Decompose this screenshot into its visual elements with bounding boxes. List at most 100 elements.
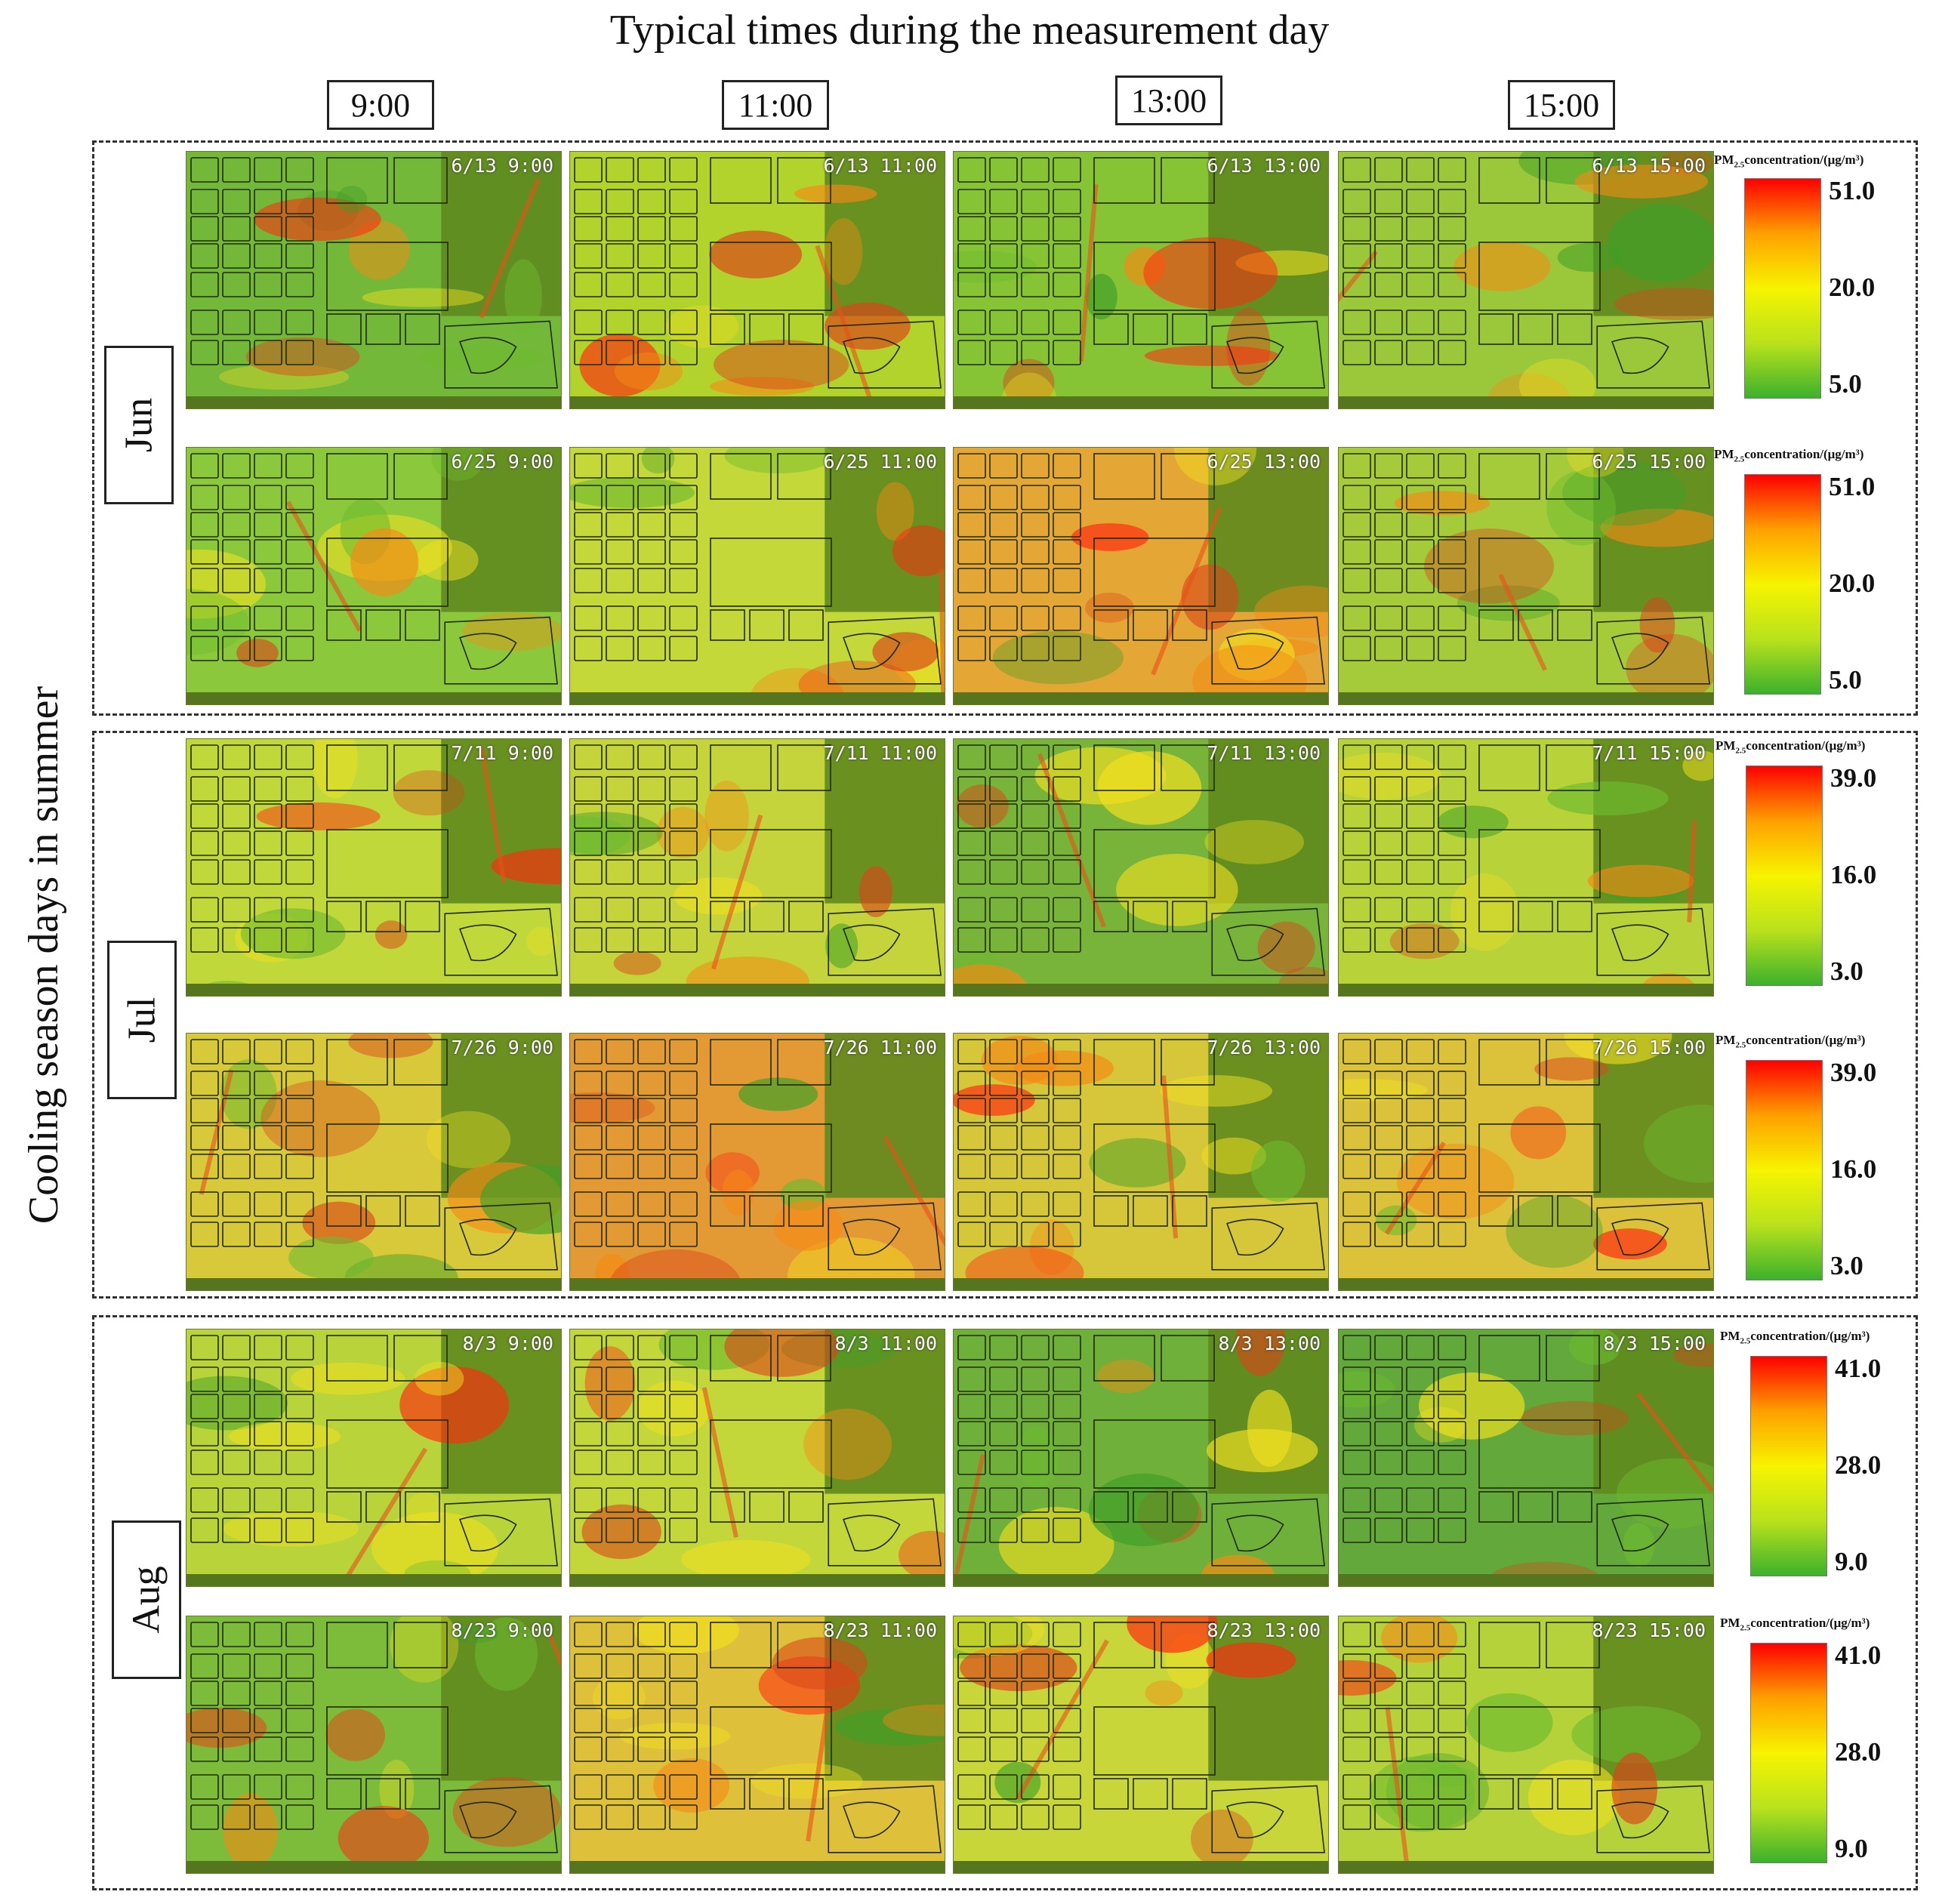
map-panel: 8/3 11:00 xyxy=(569,1329,945,1587)
building-block xyxy=(190,1708,219,1733)
building-block xyxy=(1406,1098,1435,1123)
building-block xyxy=(1093,453,1155,500)
building-block xyxy=(254,568,282,593)
building-block xyxy=(1093,1335,1155,1382)
timestamp-label: 7/26 13:00 xyxy=(1207,1037,1321,1058)
building-block xyxy=(606,272,634,297)
plaza-outline xyxy=(1596,1498,1710,1567)
concentration-patch xyxy=(187,1376,288,1431)
legend-tick-label: 28.0 xyxy=(1835,1450,1882,1480)
building-block xyxy=(606,605,634,631)
building-block xyxy=(1406,1222,1435,1247)
building-block xyxy=(1557,1491,1592,1523)
concentration-patch xyxy=(1561,461,1687,526)
pollution-plume xyxy=(547,1634,561,1669)
pollution-plume xyxy=(1015,1639,1109,1801)
concentration-patch xyxy=(1587,864,1694,898)
building-block xyxy=(1406,1681,1435,1706)
building-block xyxy=(957,636,986,661)
building-block xyxy=(1438,1039,1466,1064)
building-block xyxy=(1021,636,1050,661)
building-block xyxy=(989,189,1018,214)
concentration-patch xyxy=(674,877,763,915)
building-block xyxy=(637,859,666,885)
building-block xyxy=(285,636,314,661)
building-block xyxy=(1406,803,1435,829)
building-block xyxy=(1406,1708,1435,1733)
road-band xyxy=(570,396,945,408)
pollution-plume xyxy=(479,177,541,319)
concentration-map-svg xyxy=(954,448,1328,704)
concentration-patch xyxy=(613,951,661,975)
building-block xyxy=(190,1622,219,1647)
building-block xyxy=(1343,189,1371,214)
plaza-outline xyxy=(1596,320,1710,389)
building-block xyxy=(1343,568,1371,593)
building-block xyxy=(1343,157,1371,183)
building-block xyxy=(606,1804,634,1830)
legend-tick-label: 5.0 xyxy=(1829,664,1862,695)
concentration-patch xyxy=(665,305,739,348)
plaza-outline xyxy=(1211,907,1325,976)
building-block xyxy=(669,1708,698,1733)
building-block xyxy=(1406,744,1435,770)
building-block xyxy=(254,859,282,885)
building-block xyxy=(393,453,448,500)
building-block xyxy=(574,744,603,770)
building-block xyxy=(669,1222,698,1247)
timestamp-label: 6/13 11:00 xyxy=(823,155,937,177)
building-block xyxy=(190,512,219,538)
building-block xyxy=(222,897,251,923)
timestamp-label: 8/23 15:00 xyxy=(1592,1619,1706,1641)
concentration-patch xyxy=(223,1510,359,1547)
building-block xyxy=(710,1491,745,1523)
building-block xyxy=(1021,1774,1050,1800)
building-block xyxy=(405,1778,440,1810)
building-block xyxy=(1161,157,1215,204)
building-block xyxy=(1406,1653,1435,1679)
building-block xyxy=(1343,1394,1371,1419)
building-block xyxy=(254,1622,282,1647)
plaza-outline xyxy=(444,1498,558,1567)
building-block xyxy=(1374,605,1403,631)
building-block xyxy=(957,776,986,802)
map-panel: 8/3 15:00 xyxy=(1338,1329,1714,1587)
plaza-feature xyxy=(459,1514,517,1552)
concentration-patch xyxy=(1190,1809,1253,1868)
figure-title: Typical times during the measurement day xyxy=(609,7,1330,54)
building-block xyxy=(1438,157,1466,183)
road-band xyxy=(1339,1574,1713,1586)
building-block xyxy=(669,453,698,479)
building-block xyxy=(326,242,449,311)
concentration-patch xyxy=(1564,1034,1672,1064)
building-block xyxy=(190,1394,219,1419)
building-block xyxy=(1133,901,1168,932)
building-block xyxy=(365,1778,401,1810)
building-block xyxy=(606,1125,634,1151)
building-block xyxy=(669,1335,698,1360)
concentration-patch xyxy=(722,1169,754,1216)
building-block xyxy=(710,157,772,204)
building-block xyxy=(1053,272,1081,297)
building-block xyxy=(1406,1125,1435,1151)
building-block xyxy=(285,189,314,214)
building-block xyxy=(254,1517,282,1543)
building-block xyxy=(606,1154,634,1179)
building-block xyxy=(957,189,986,214)
timestamp-label: 7/11 15:00 xyxy=(1592,742,1706,764)
concentration-patch xyxy=(260,1080,381,1157)
building-block xyxy=(957,453,986,479)
building-block xyxy=(1438,539,1466,565)
building-block xyxy=(1053,1622,1081,1647)
map-panel: 8/23 9:00 xyxy=(186,1616,562,1874)
building-block xyxy=(1093,157,1155,204)
building-block xyxy=(254,636,282,661)
building-block xyxy=(190,1366,219,1392)
concentration-patch xyxy=(637,1380,711,1437)
concentration-patch xyxy=(803,1408,892,1480)
building-block xyxy=(989,1450,1018,1475)
building-block xyxy=(1053,1804,1081,1830)
building-block xyxy=(957,485,986,510)
site-plan-outlines xyxy=(574,453,942,685)
concentration-map-svg xyxy=(954,1616,1328,1873)
